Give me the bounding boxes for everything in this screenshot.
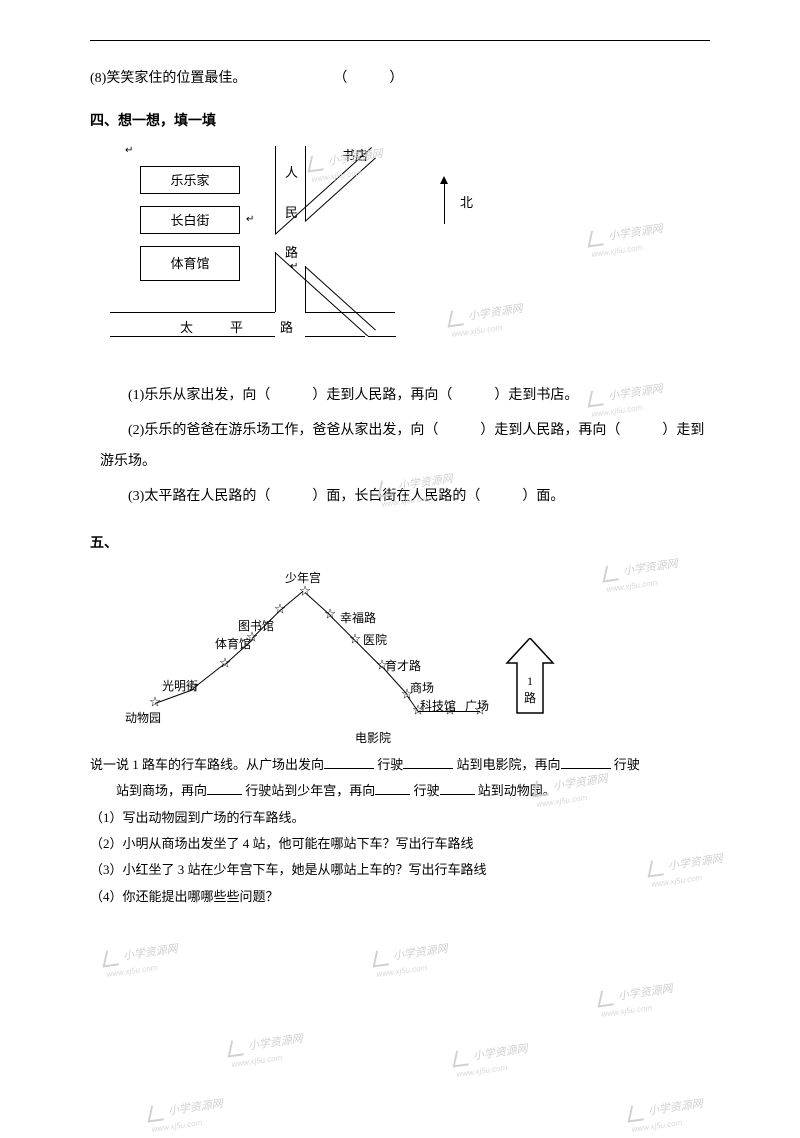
watermark: 小学资源网www.xj5u.com	[603, 555, 681, 597]
box-changbai: 长白街	[140, 206, 240, 234]
q5-intro-line1: 说一说 1 路车的行车路线。从广场出发向 行驶 站到电影院，再向 行驶	[90, 753, 710, 776]
q5-1: （1）写出动物园到广场的行车路线。	[90, 806, 710, 829]
page-top-rule	[90, 40, 710, 41]
label-taiping: 太 平 路	[180, 316, 305, 339]
label-renmin-1: 人	[285, 161, 298, 184]
watermark: 小学资源网www.xj5u.com	[453, 1040, 531, 1082]
diagram-bus-route: ☆ ☆ ☆ ☆ ☆ ☆ ☆ ☆ ☆ ☆ ☆ ☆ ☆ 少年宫 图书馆 体育馆 光明…	[130, 568, 550, 748]
lbl-palace: 少年宫	[285, 568, 321, 590]
box-lele-home: 乐乐家	[140, 166, 240, 194]
watermark: 小学资源网www.xj5u.com	[373, 940, 451, 982]
section-5-questions: 说一说 1 路车的行车路线。从广场出发向 行驶 站到电影院，再向 行驶 站到商场…	[90, 753, 710, 908]
q5-2: （2）小明从商场出发坐了 4 站，他可能在哪站下车？写出行车路线	[90, 832, 710, 855]
lbl-zoo: 动物园	[125, 708, 161, 730]
watermark: 小学资源网www.xj5u.com	[148, 1095, 226, 1137]
q5-4: （4）你还能提出哪哪些些问题？	[90, 885, 710, 908]
item-8-paren: （ ）	[333, 71, 403, 86]
label-bookstore: 书店	[342, 144, 368, 167]
lbl-cinema: 电影院	[355, 728, 391, 750]
lbl-yucai: 育才路	[385, 656, 421, 678]
bus-direction-arrow: 1 路	[505, 638, 555, 718]
label-north: 北	[460, 191, 473, 214]
lbl-tech: 科技馆	[420, 696, 456, 718]
watermark: 小学资源网www.xj5u.com	[103, 940, 181, 982]
compass-north	[440, 176, 448, 224]
watermark: 小学资源网www.xj5u.com	[598, 980, 676, 1022]
section-4-questions: (1)乐乐从家出发，向（ ）走到人民路，再向（ ）走到书店。 (2)乐乐的爸爸在…	[100, 381, 710, 512]
diagram-map-1: ↵ 乐乐家 长白街 ↵ 体育馆 人 民 路 ↵ 书店 太 平 路 北	[110, 146, 490, 366]
watermark: 小学资源网www.xj5u.com	[628, 1095, 706, 1137]
watermark: 小学资源网www.xj5u.com	[228, 1030, 306, 1072]
q5-3: （3）小红坐了 3 站在少年宫下车，她是从哪站上车的？写出行车路线	[90, 858, 710, 881]
lbl-plaza: 广场	[465, 696, 489, 718]
item-8-text: (8)笑笑家住的位置最佳。	[90, 71, 246, 86]
lbl-guangming: 光明街	[162, 676, 198, 698]
lbl-xingfu: 幸福路	[340, 608, 376, 630]
lbl-gym: 体育馆	[215, 634, 251, 656]
q4-3: (3)太平路在人民路的（ ）面，长白街在人民路的（ ）面。	[100, 482, 710, 513]
bus-line-num: 1	[527, 674, 533, 688]
q4-2: (2)乐乐的爸爸在游乐场工作，爸爸从家出发，向（ ）走到人民路，再向（ ）走到游…	[100, 416, 710, 478]
section-4-title: 四、想一想，填一填	[90, 109, 710, 134]
bus-line-lu: 路	[524, 691, 536, 705]
q5-intro-line2: 站到商场，再向 行驶站到少年宫，再向 行驶 站到动物园。	[90, 779, 710, 802]
q4-1: (1)乐乐从家出发，向（ ）走到人民路，再向（ ）走到书店。	[100, 381, 710, 412]
watermark: 小学资源网www.xj5u.com	[588, 220, 666, 262]
section-5-title: 五、	[90, 531, 710, 556]
lbl-hospital: 医院	[363, 630, 387, 652]
box-gym: 体育馆	[140, 246, 240, 281]
item-8: (8)笑笑家住的位置最佳。 （ ）	[90, 66, 710, 91]
